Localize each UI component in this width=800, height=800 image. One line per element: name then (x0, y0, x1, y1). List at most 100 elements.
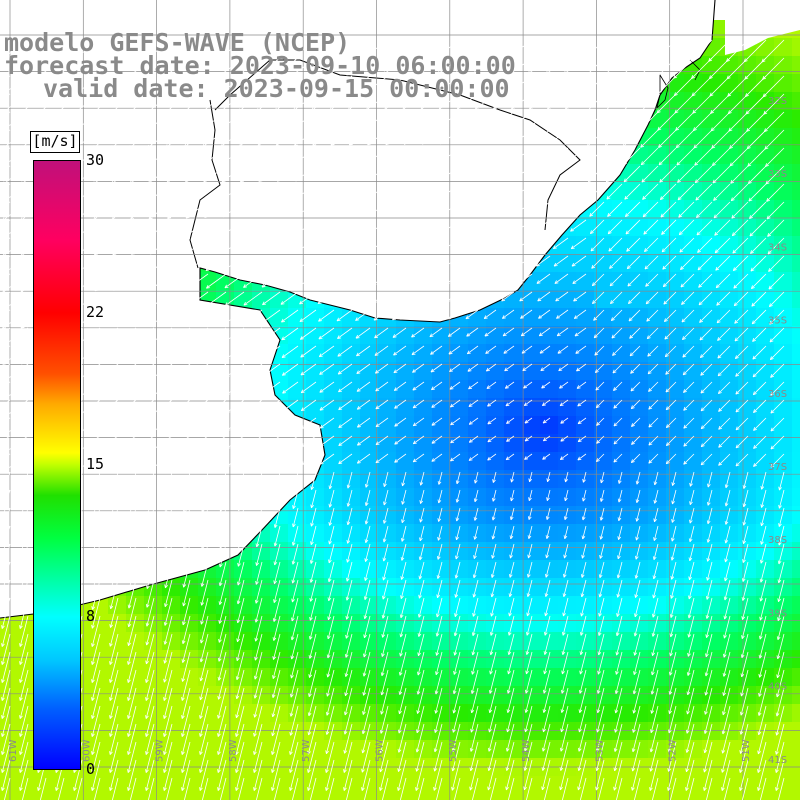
field-cell (630, 578, 649, 597)
field-cell (684, 146, 703, 165)
field-cell (252, 578, 271, 597)
field-cell (702, 506, 721, 525)
field-cell (360, 686, 379, 705)
field-cell (612, 182, 631, 201)
field-cell (792, 488, 800, 507)
field-cell (738, 362, 757, 381)
field-cell (360, 416, 379, 435)
field-cell (630, 290, 649, 309)
field-cell (576, 452, 595, 471)
field-cell (252, 560, 271, 579)
field-cell (594, 776, 613, 795)
field-cell (792, 632, 800, 651)
field-cell (792, 434, 800, 453)
field-cell (540, 596, 559, 615)
field-cell (396, 632, 415, 651)
longitude-label: 61W (8, 739, 19, 762)
field-cell (702, 632, 721, 651)
field-cell (360, 650, 379, 669)
field-cell (702, 434, 721, 453)
field-cell (612, 668, 631, 687)
field-cell (774, 200, 793, 219)
field-cell (792, 740, 800, 759)
field-cell (774, 74, 793, 93)
field-cell (720, 560, 739, 579)
field-cell (738, 488, 757, 507)
field-cell (234, 704, 253, 723)
field-cell (648, 398, 667, 417)
field-cell (522, 776, 541, 795)
field-cell (720, 668, 739, 687)
field-cell (630, 236, 649, 255)
field-cell (396, 794, 415, 800)
field-cell (684, 398, 703, 417)
field-cell (378, 326, 397, 345)
field-cell (558, 506, 577, 525)
field-cell (396, 650, 415, 669)
field-cell (486, 434, 505, 453)
field-cell (738, 380, 757, 399)
field-cell (684, 578, 703, 597)
field-cell (234, 560, 253, 579)
field-cell (576, 614, 595, 633)
field-cell (324, 344, 343, 363)
field-cell (288, 578, 307, 597)
field-cell (468, 434, 487, 453)
field-cell (306, 344, 325, 363)
field-cell (540, 254, 559, 273)
field-cell (558, 236, 577, 255)
field-cell (792, 542, 800, 561)
field-cell (738, 290, 757, 309)
field-cell (324, 416, 343, 435)
field-cell (522, 686, 541, 705)
field-cell (108, 794, 127, 800)
field-cell (432, 650, 451, 669)
field-cell (756, 416, 775, 435)
field-cell (414, 488, 433, 507)
field-cell (720, 596, 739, 615)
field-cell (306, 506, 325, 525)
field-cell (630, 452, 649, 471)
field-cell (666, 794, 685, 800)
field-cell (234, 290, 253, 309)
field-cell (396, 686, 415, 705)
field-cell (756, 488, 775, 507)
field-cell (540, 668, 559, 687)
field-cell (576, 470, 595, 489)
field-cell (774, 326, 793, 345)
field-cell (666, 272, 685, 291)
field-cell (702, 614, 721, 633)
field-cell (666, 308, 685, 327)
field-cell (774, 164, 793, 183)
field-cell (684, 686, 703, 705)
field-cell (414, 578, 433, 597)
field-cell (522, 524, 541, 543)
field-cell (360, 344, 379, 363)
field-cell (306, 596, 325, 615)
field-cell (792, 326, 800, 345)
field-cell (648, 182, 667, 201)
field-cell (252, 740, 271, 759)
field-cell (720, 380, 739, 399)
field-cell (612, 776, 631, 795)
field-cell (792, 236, 800, 255)
field-cell (162, 794, 181, 800)
field-cell (756, 128, 775, 147)
field-cell (234, 722, 253, 741)
field-cell (108, 686, 127, 705)
field-cell (792, 416, 800, 435)
field-cell (648, 740, 667, 759)
field-cell (558, 290, 577, 309)
field-cell (396, 344, 415, 363)
field-cell (270, 614, 289, 633)
field-cell (342, 650, 361, 669)
field-cell (612, 524, 631, 543)
field-cell (576, 578, 595, 597)
field-cell (108, 632, 127, 651)
field-cell (666, 128, 685, 147)
field-cell (612, 326, 631, 345)
field-cell (540, 290, 559, 309)
field-cell (612, 470, 631, 489)
field-cell (774, 236, 793, 255)
field-cell (432, 488, 451, 507)
